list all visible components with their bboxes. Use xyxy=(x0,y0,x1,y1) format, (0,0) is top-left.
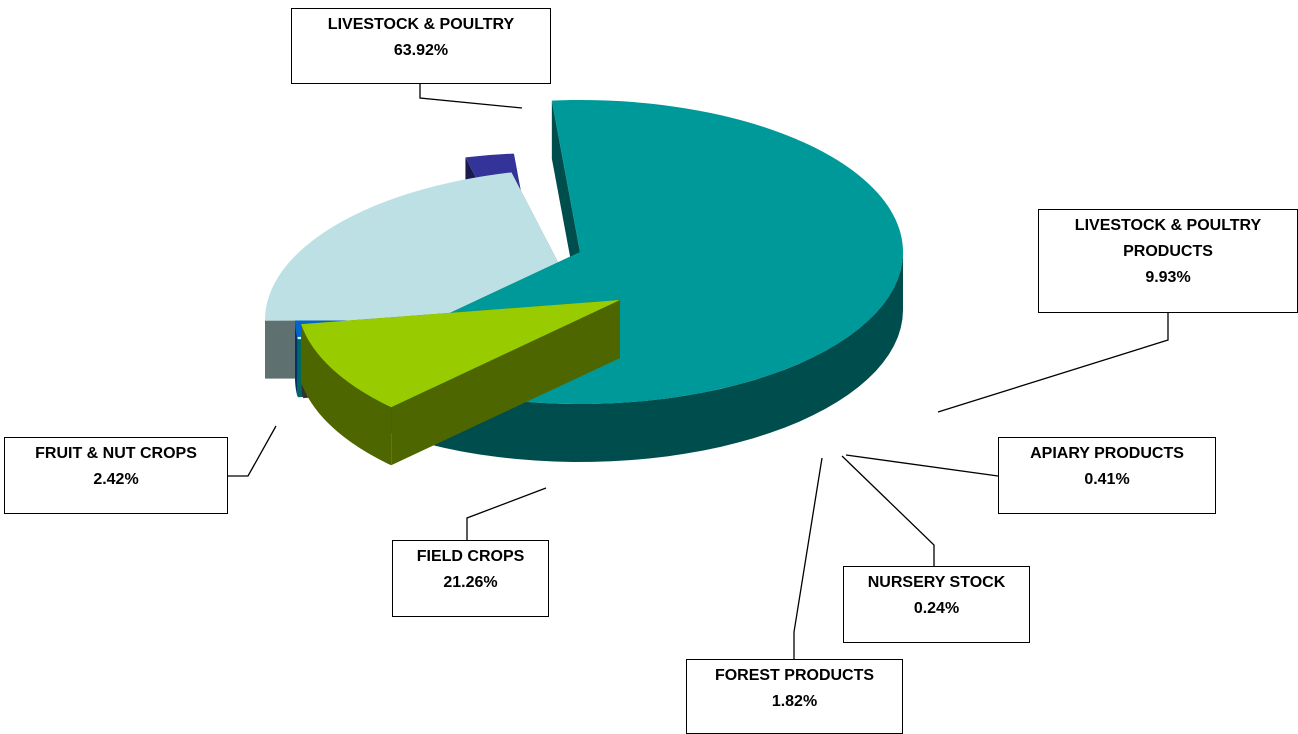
leader-line xyxy=(419,84,523,109)
label-field-crops: FIELD CROPS 21.26% xyxy=(392,540,549,617)
leader-line xyxy=(466,487,547,540)
label-fruit-nut-crops: FRUIT & NUT CROPS 2.42% xyxy=(4,437,228,514)
leader-line xyxy=(841,455,935,566)
label-apiary-products: APIARY PRODUCTS 0.41% xyxy=(998,437,1216,514)
label-livestock-poultry-products: LIVESTOCK & POULTRY PRODUCTS 9.93% xyxy=(1038,209,1298,313)
leader-line xyxy=(793,457,823,659)
slice-livestock-poultry-products xyxy=(301,300,620,466)
leader-line xyxy=(845,454,999,477)
label-nursery-stock: NURSERY STOCK 0.24% xyxy=(843,566,1030,643)
leader-line xyxy=(937,313,1169,413)
leader-line xyxy=(228,425,277,477)
label-forest-products: FOREST PRODUCTS 1.82% xyxy=(686,659,903,734)
label-livestock-poultry: LIVESTOCK & POULTRY 63.92% xyxy=(291,8,551,84)
